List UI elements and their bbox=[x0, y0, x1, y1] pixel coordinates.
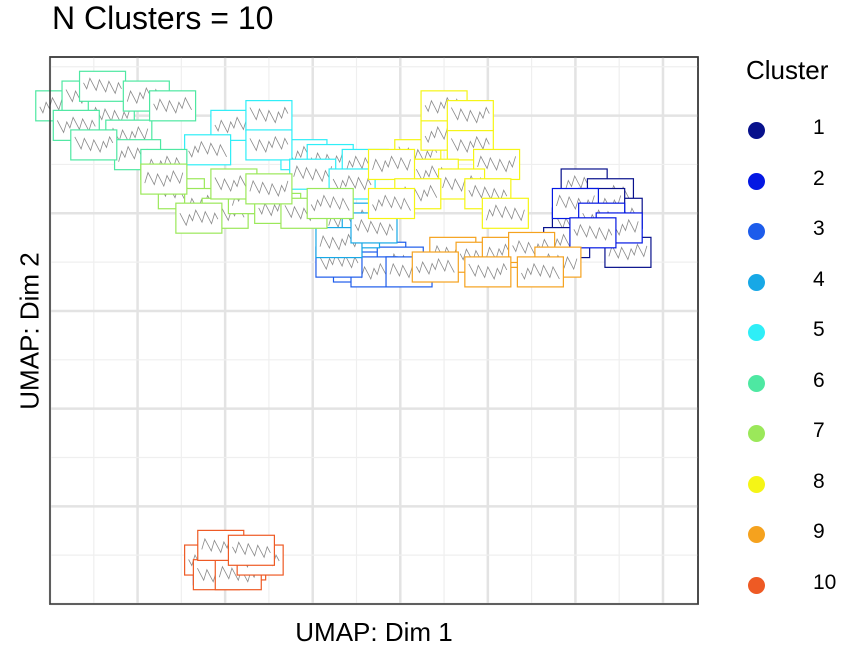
legend-label: 5 bbox=[813, 318, 825, 341]
cluster-2-point bbox=[569, 217, 617, 249]
legend-label: 9 bbox=[813, 520, 825, 543]
point-thumbnail bbox=[512, 238, 551, 256]
legend-label: 6 bbox=[813, 368, 825, 392]
cluster-7-point bbox=[140, 163, 188, 195]
legend-label: 4 bbox=[813, 267, 825, 291]
cluster-9-point bbox=[464, 256, 512, 288]
point-thumbnail bbox=[83, 77, 122, 95]
legend-swatch bbox=[748, 122, 765, 139]
point-thumbnail bbox=[232, 541, 271, 559]
cluster-7-point bbox=[175, 202, 223, 234]
legend-label: 7 bbox=[813, 419, 825, 442]
point-thumbnail bbox=[293, 165, 333, 183]
point-thumbnail bbox=[74, 135, 114, 153]
cluster-6-point bbox=[70, 129, 118, 161]
data-marks bbox=[35, 70, 652, 591]
point-thumbnail bbox=[372, 155, 411, 173]
point-frame bbox=[184, 134, 232, 166]
legend-swatch bbox=[748, 273, 765, 291]
point-frame bbox=[411, 251, 459, 283]
cluster-6-point bbox=[78, 70, 127, 102]
point-frame bbox=[464, 256, 512, 288]
cluster-8-point bbox=[367, 187, 416, 220]
point-thumbnail bbox=[424, 96, 464, 114]
point-thumbnail bbox=[450, 106, 490, 124]
point-thumbnail bbox=[415, 257, 455, 276]
point-thumbnail bbox=[249, 106, 289, 124]
y-axis-label: UMAP: Dim 2 bbox=[14, 252, 45, 410]
legend-swatch bbox=[748, 324, 765, 341]
legend-swatch bbox=[748, 475, 765, 493]
point-thumbnail bbox=[372, 194, 411, 212]
point-frame bbox=[516, 256, 564, 288]
point-thumbnail bbox=[398, 184, 438, 202]
point-frame bbox=[306, 187, 354, 220]
cluster-9-point bbox=[516, 256, 564, 288]
legend-swatch bbox=[748, 576, 765, 594]
cluster-5-point bbox=[184, 134, 232, 166]
cluster-5-point bbox=[245, 100, 293, 132]
point-thumbnail bbox=[556, 194, 595, 212]
point-frame bbox=[481, 197, 529, 229]
x-axis-label: UMAP: Dim 1 bbox=[295, 617, 453, 647]
cluster-8-point bbox=[481, 197, 529, 229]
cluster-10-point bbox=[227, 534, 276, 566]
point-frame bbox=[245, 129, 293, 161]
point-thumbnail bbox=[354, 218, 394, 236]
cluster-9-point bbox=[411, 251, 459, 283]
plot-border bbox=[49, 56, 699, 605]
cluster-5-point bbox=[245, 129, 293, 161]
point-frame bbox=[245, 173, 293, 205]
point-frame bbox=[245, 100, 293, 132]
point-thumbnail bbox=[608, 243, 648, 261]
legend-title: Cluster bbox=[746, 55, 829, 85]
legend-label: 8 bbox=[813, 469, 825, 493]
point-thumbnail bbox=[468, 262, 508, 280]
cluster-7-point bbox=[245, 173, 293, 205]
legend-label: 1 bbox=[813, 116, 825, 139]
cluster-8-point bbox=[367, 148, 416, 181]
legend-swatch bbox=[748, 172, 765, 190]
legend-swatch bbox=[748, 526, 765, 543]
legend-swatch bbox=[748, 223, 765, 240]
cluster-7-point bbox=[306, 187, 354, 220]
point-thumbnail bbox=[249, 135, 289, 153]
point-thumbnail bbox=[188, 140, 227, 158]
point-thumbnail bbox=[319, 253, 359, 271]
point-thumbnail bbox=[486, 204, 525, 222]
point-thumbnail bbox=[179, 209, 219, 227]
cluster-6-point bbox=[148, 90, 197, 122]
point-thumbnail bbox=[310, 194, 350, 212]
point-frame bbox=[367, 148, 416, 181]
point-frame bbox=[367, 187, 416, 220]
point-thumbnail bbox=[477, 155, 516, 173]
legend-label: 10 bbox=[813, 570, 837, 594]
cluster-8-point bbox=[446, 100, 494, 132]
point-thumbnail bbox=[249, 179, 289, 197]
legend-label: 2 bbox=[813, 166, 825, 190]
point-thumbnail bbox=[144, 170, 184, 188]
point-thumbnail bbox=[153, 96, 192, 114]
legend-label: 3 bbox=[813, 217, 825, 240]
legend-swatch bbox=[748, 374, 765, 392]
point-frame bbox=[175, 202, 223, 234]
legend-swatch bbox=[748, 425, 765, 442]
point-frame bbox=[446, 100, 494, 132]
chart-title: N Clusters = 10 bbox=[52, 0, 274, 36]
point-thumbnail bbox=[573, 223, 613, 241]
point-frame bbox=[148, 90, 197, 122]
point-thumbnail bbox=[521, 262, 560, 280]
point-frame bbox=[140, 163, 188, 195]
point-frame bbox=[70, 129, 118, 161]
